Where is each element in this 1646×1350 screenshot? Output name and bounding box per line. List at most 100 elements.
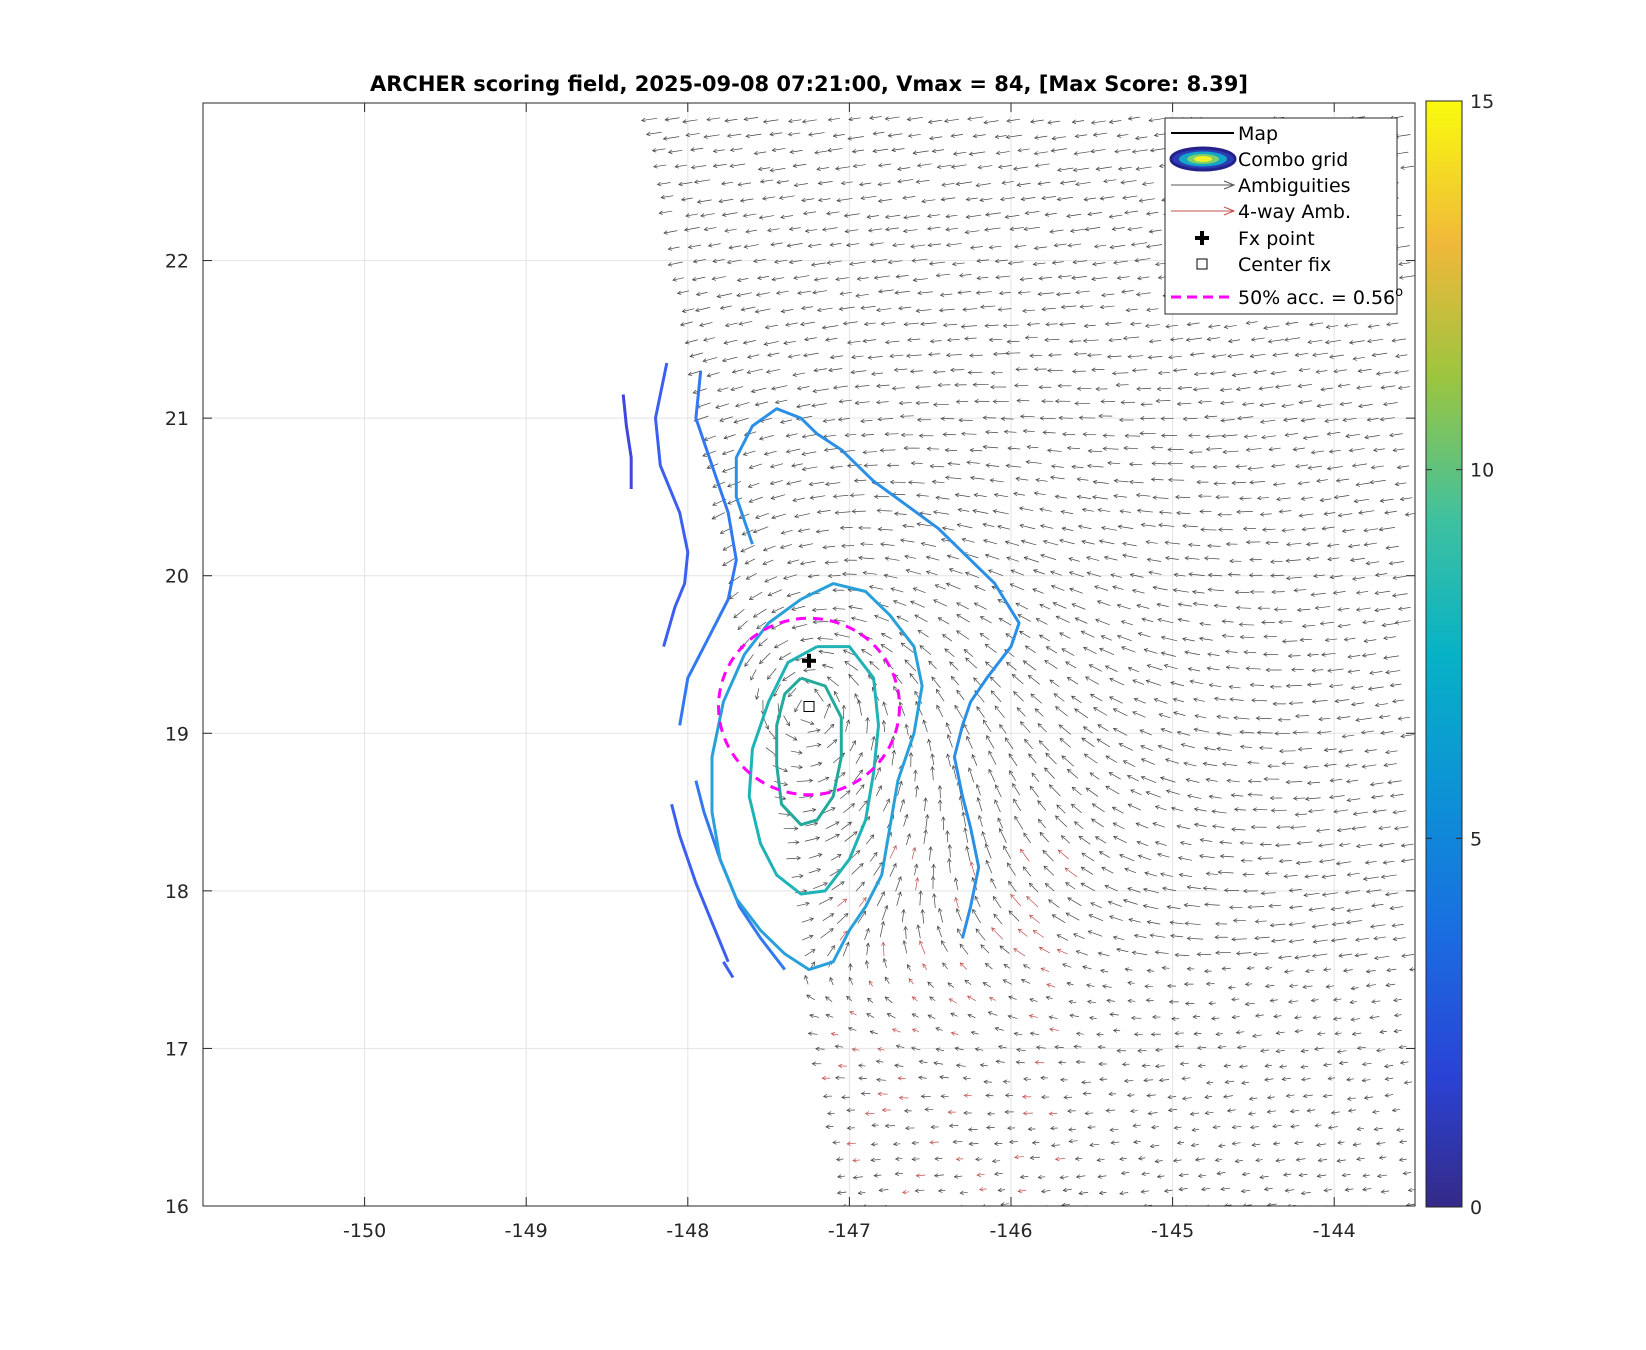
ambiguity-arrow: [780, 419, 793, 423]
arrow-head: [780, 530, 786, 535]
arrow-head: [880, 920, 886, 926]
ambiguity-arrow: [1061, 305, 1077, 308]
arrow-head: [852, 1158, 857, 1163]
arrow-head: [1254, 935, 1259, 941]
arrow-head: [1189, 352, 1195, 357]
arrow-head: [1188, 433, 1193, 438]
ambiguity-arrow: [1071, 803, 1083, 814]
arrow-head: [1221, 433, 1226, 439]
ambiguity-arrow: [823, 703, 831, 719]
ambiguity-arrow: [1094, 244, 1107, 248]
ambiguity-arrow: [1075, 617, 1088, 624]
arrow-head: [849, 1011, 854, 1016]
arrow-head: [769, 480, 775, 486]
arrow-head: [1009, 583, 1015, 588]
arrow-head: [785, 322, 790, 327]
arrow-head: [1173, 1125, 1179, 1130]
arrow-head: [1082, 965, 1087, 970]
arrow-head: [858, 525, 863, 531]
arrow-head: [956, 689, 961, 695]
arrow-head: [813, 821, 819, 827]
arrow-head: [907, 964, 911, 969]
ambiguity-arrow: [1193, 1033, 1202, 1035]
arrow-head: [1286, 542, 1291, 547]
ambiguity-arrow: [826, 739, 838, 749]
ambiguity-arrow: [988, 750, 997, 765]
ambiguity-arrow: [744, 654, 754, 667]
arrow-head: [1014, 244, 1019, 249]
ambiguity-arrow: [885, 433, 899, 435]
arrow-head: [1086, 556, 1091, 561]
ambiguity-arrow: [1085, 787, 1099, 797]
four-way-ambiguity-arrow: [1029, 1015, 1038, 1018]
ambiguity-arrow: [1077, 496, 1092, 499]
colorbar: [1425, 100, 1463, 1208]
arrow-head: [1156, 386, 1162, 392]
ambiguity-arrow: [782, 671, 796, 681]
arrow-head: [1071, 695, 1076, 700]
ambiguity-arrow: [1212, 810, 1227, 814]
arrow-head: [1021, 1094, 1027, 1100]
ambiguity-arrow: [954, 705, 964, 719]
arrow-head: [747, 483, 753, 488]
arrow-head: [1004, 737, 1010, 742]
arrow-head: [938, 307, 944, 313]
ambiguity-arrow: [1329, 795, 1345, 798]
ambiguity-arrow: [929, 136, 943, 139]
ambiguity-arrow: [1180, 1062, 1189, 1065]
ambiguity-arrow: [1381, 1190, 1390, 1193]
arrow-head: [1346, 872, 1352, 877]
ambiguity-arrow: [722, 356, 738, 362]
ambiguity-arrow: [1185, 557, 1200, 560]
arrow-head: [1266, 1095, 1272, 1100]
ambiguity-arrow: [1097, 1175, 1107, 1178]
arrow-head: [1239, 840, 1244, 846]
arrow-head: [1306, 780, 1312, 786]
score-contours: [621, 362, 1021, 979]
legend-label-accuracy-degree: o: [1395, 285, 1403, 300]
arrow-head: [1078, 835, 1084, 840]
arrow-head: [980, 944, 985, 949]
ambiguity-arrow: [885, 340, 900, 343]
ambiguity-arrow: [1013, 798, 1022, 812]
ambiguity-arrow: [1147, 664, 1163, 671]
arrow-head: [1264, 1063, 1269, 1068]
arrow-head: [1111, 806, 1117, 811]
arrow-head: [1107, 460, 1112, 466]
ambiguity-arrow: [1283, 417, 1298, 421]
ambiguity-arrow: [1240, 636, 1255, 639]
arrow-head: [864, 959, 870, 965]
arrow-head: [1134, 258, 1139, 263]
ambiguity-arrow: [893, 600, 907, 606]
y-tick-label: 16: [165, 1196, 189, 1218]
ambiguity-arrow: [1379, 715, 1391, 718]
ambiguity-arrow: [1261, 435, 1277, 439]
arrow-head: [1031, 1140, 1037, 1145]
arrow-head: [825, 1013, 831, 1018]
arrow-head: [1293, 588, 1298, 593]
arrow-head: [727, 500, 732, 505]
arrow-head: [928, 846, 933, 851]
arrow-head: [1086, 983, 1091, 988]
arrow-head: [1325, 324, 1331, 330]
ambiguity-arrow: [831, 854, 842, 861]
arrow-head: [847, 821, 853, 826]
arrow-head: [1085, 787, 1091, 792]
ambiguity-arrow: [878, 528, 893, 531]
arrow-head: [872, 131, 878, 136]
arrow-head: [1289, 825, 1295, 830]
ambiguity-arrow: [1177, 402, 1192, 405]
arrow-head: [745, 575, 751, 580]
ambiguity-arrow: [846, 243, 860, 246]
ambiguity-arrow: [1216, 732, 1232, 736]
arrow-head: [1096, 600, 1102, 605]
y-tick-label: 21: [165, 408, 189, 430]
ambiguity-arrow: [914, 770, 916, 782]
arrow-head: [822, 418, 828, 423]
ambiguity-arrow: [840, 790, 851, 799]
ambiguity-arrow: [895, 1173, 903, 1175]
arrow-head: [798, 764, 803, 770]
arrow-head: [1386, 321, 1391, 327]
ambiguity-arrow: [1302, 624, 1316, 627]
arrow-head: [1065, 661, 1070, 666]
